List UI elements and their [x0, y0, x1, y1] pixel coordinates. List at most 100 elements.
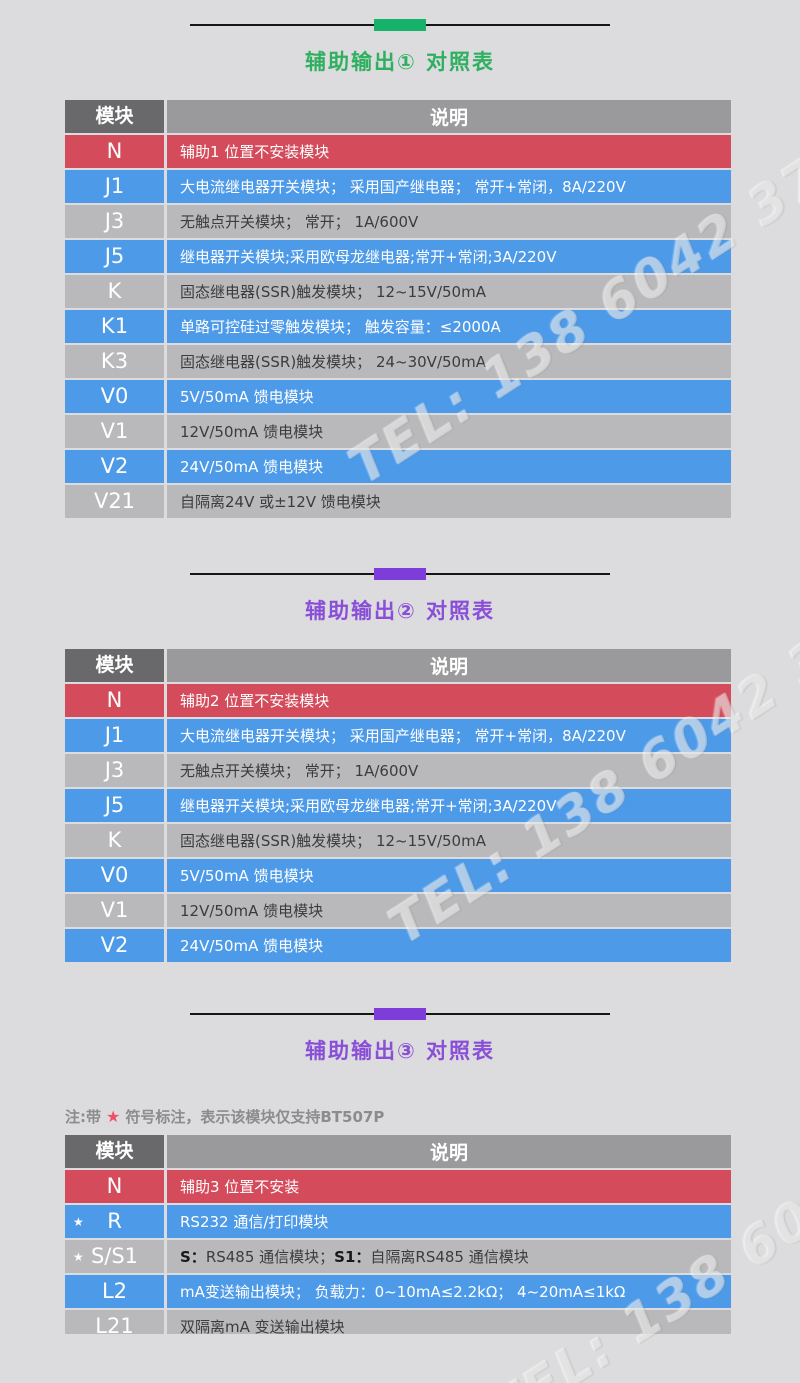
module-label: J5 [104, 244, 125, 268]
table-row-n: N 辅助3 位置不安装 [65, 1170, 731, 1203]
module-cell: V2 [65, 450, 164, 483]
description-cell: mA变送输出模块； 负载力：0~10mA≤2.2kΩ； 4~20mA≤1kΩ [167, 1275, 731, 1308]
table-row-k3: K3 固态继电器(SSR)触发模块； 24~30V/50mA [65, 345, 731, 378]
module-label: V1 [100, 898, 129, 922]
table-row-j1: J1 大电流继电器开关模块； 采用国产继电器； 常开+常闭，8A/220V [65, 719, 731, 752]
module-column-header: 模块 [65, 100, 164, 133]
module-label: V21 [93, 489, 136, 513]
module-cell: N [65, 684, 164, 717]
module-label: K [107, 279, 122, 303]
module-label: N [106, 688, 123, 712]
section-title-1: 辅助输出① 对照表 [304, 50, 496, 74]
module-label: K1 [100, 314, 129, 338]
aux-output-table-1: 模块 说明 N 辅助1 位置不安装模块 J1 大电流继电器开关模块； 采用国产继电器； 常… [65, 100, 731, 518]
description-column-header: 说明 [167, 649, 731, 682]
section-divider [190, 19, 610, 31]
table-row-n: N 辅助1 位置不安装模块 [65, 135, 731, 168]
description-segment: RS485 通信模块； [205, 1248, 335, 1266]
description-cell: 大电流继电器开关模块； 采用国产继电器； 常开+常闭，8A/220V [167, 719, 731, 752]
table-row-k: K 固态继电器(SSR)触发模块； 12~15V/50mA [65, 275, 731, 308]
module-label: K [107, 828, 122, 852]
description-cell: 辅助3 位置不安装 [167, 1170, 731, 1203]
divider-accent-block [374, 1008, 426, 1020]
module-label: J5 [104, 793, 125, 817]
divider-accent-block [374, 19, 426, 31]
module-cell: J5 [65, 789, 164, 822]
table-row-l2: L2 mA变送输出模块； 负载力：0~10mA≤2.2kΩ； 4~20mA≤1kΩ [65, 1275, 731, 1308]
description-segment: S： [180, 1248, 206, 1266]
module-cell: L21 [65, 1310, 164, 1334]
footnote-bt507p: 注:带 ★ 符号标注，表示该模块仅支持BT507P [65, 1107, 800, 1127]
module-label: N [106, 1174, 123, 1198]
module-cell: V2 [65, 929, 164, 962]
module-label: V2 [100, 454, 129, 478]
table-row-k1: K1 单路可控硅过零触发模块； 触发容量：≤2000A [65, 310, 731, 343]
table-row-j3: J3 无触点开关模块； 常开； 1A/600V [65, 754, 731, 787]
table-header-row: 模块 说明 [65, 100, 731, 133]
section-title-2: 辅助输出② 对照表 [304, 599, 496, 623]
module-cell: J1 [65, 170, 164, 203]
table-row-v1: V1 12V/50mA 馈电模块 [65, 894, 731, 927]
description-cell: 12V/50mA 馈电模块 [167, 894, 731, 927]
module-cell: N [65, 135, 164, 168]
module-column-header: 模块 [65, 649, 164, 682]
section-aux-output-2: 辅助输出② 对照表 模块 说明 N 辅助2 位置不安装模块 J1 大电流继电器开关模块； 采… [0, 568, 800, 962]
star-icon: ★ [73, 1214, 84, 1229]
table-row-v1: V1 12V/50mA 馈电模块 [65, 415, 731, 448]
module-label: V0 [100, 384, 129, 408]
module-label: N [106, 139, 123, 163]
description-cell: 无触点开关模块； 常开； 1A/600V [167, 205, 731, 238]
description-column-header: 说明 [167, 1135, 731, 1168]
module-cell: V1 [65, 894, 164, 927]
module-cell: J1 [65, 719, 164, 752]
table-header-row: 模块 说明 [65, 649, 731, 682]
star-icon: ★ [106, 1107, 121, 1126]
description-cell: 24V/50mA 馈电模块 [167, 450, 731, 483]
table-row-v0: V0 5V/50mA 馈电模块 [65, 859, 731, 892]
module-cell: K1 [65, 310, 164, 343]
module-cell: J5 [65, 240, 164, 273]
module-label: J1 [104, 174, 125, 198]
module-cell: K [65, 824, 164, 857]
description-cell: 双隔离mA 变送输出模块 [167, 1310, 731, 1334]
content: 辅助输出① 对照表 模块 说明 N 辅助1 位置不安装模块 J1 大电流继电器开关模块； 采… [0, 19, 800, 1334]
description-cell: 12V/50mA 馈电模块 [167, 415, 731, 448]
section-divider [190, 568, 610, 580]
module-label: S/S1 [90, 1244, 139, 1268]
module-cell: ★ R [65, 1205, 164, 1238]
table-header-row: 模块 说明 [65, 1135, 731, 1168]
table-row-r: ★ R RS232 通信/打印模块 [65, 1205, 731, 1238]
module-label: R [107, 1209, 122, 1233]
module-cell: ★ S/S1 [65, 1240, 164, 1273]
table-row-s-s1: ★ S/S1 S： RS485 通信模块； S1： 自隔离RS485 通信模块 [65, 1240, 731, 1273]
module-cell: K3 [65, 345, 164, 378]
description-cell: 辅助1 位置不安装模块 [167, 135, 731, 168]
description-cell: 固态继电器(SSR)触发模块； 12~15V/50mA [167, 275, 731, 308]
module-cell: J3 [65, 205, 164, 238]
module-label: L21 [95, 1314, 134, 1335]
module-label: V1 [100, 419, 129, 443]
table-row-v2: V2 24V/50mA 馈电模块 [65, 450, 731, 483]
section-divider [190, 1008, 610, 1020]
description-cell: 固态继电器(SSR)触发模块； 12~15V/50mA [167, 824, 731, 857]
star-icon: ★ [73, 1249, 84, 1264]
section-title-3: 辅助输出③ 对照表 [304, 1039, 496, 1063]
description-cell: 自隔离24V 或±12V 馈电模块 [167, 485, 731, 518]
module-cell: V21 [65, 485, 164, 518]
description-cell: 固态继电器(SSR)触发模块； 24~30V/50mA [167, 345, 731, 378]
module-cell: L2 [65, 1275, 164, 1308]
description-cell: 24V/50mA 馈电模块 [167, 929, 731, 962]
module-cell: J3 [65, 754, 164, 787]
section-aux-output-3: 辅助输出③ 对照表注:带 ★ 符号标注，表示该模块仅支持BT507P 模块 说明 N 辅助3… [0, 1008, 800, 1334]
description-cell: RS232 通信/打印模块 [167, 1205, 731, 1238]
description-column-header: 说明 [167, 100, 731, 133]
description-cell: 无触点开关模块； 常开； 1A/600V [167, 754, 731, 787]
table-row-v21: V21 自隔离24V 或±12V 馈电模块 [65, 485, 731, 518]
table-row-j5: J5 继电器开关模块;采用欧母龙继电器;常开+常闭;3A/220V [65, 789, 731, 822]
description-segment: S1： [334, 1248, 371, 1266]
table-row-k: K 固态继电器(SSR)触发模块； 12~15V/50mA [65, 824, 731, 857]
divider-accent-block [374, 568, 426, 580]
module-cell: K [65, 275, 164, 308]
footnote-suffix: 符号标注，表示该模块仅支持BT507P [125, 1108, 385, 1126]
